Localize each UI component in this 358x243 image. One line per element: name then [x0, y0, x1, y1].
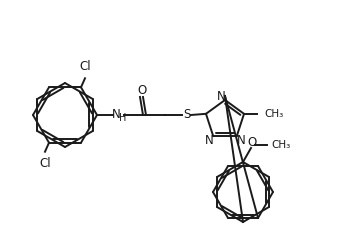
Text: Cl: Cl: [79, 60, 91, 73]
Text: S: S: [183, 107, 191, 121]
Text: Cl: Cl: [39, 157, 51, 170]
Text: N: N: [112, 107, 120, 121]
Text: H: H: [119, 113, 127, 123]
Text: O: O: [247, 136, 257, 148]
Text: CH₃: CH₃: [271, 140, 290, 150]
Text: CH₃: CH₃: [264, 109, 283, 119]
Text: N: N: [217, 89, 226, 103]
Text: N: N: [205, 134, 214, 147]
Text: N: N: [236, 134, 245, 147]
Text: O: O: [137, 84, 146, 96]
